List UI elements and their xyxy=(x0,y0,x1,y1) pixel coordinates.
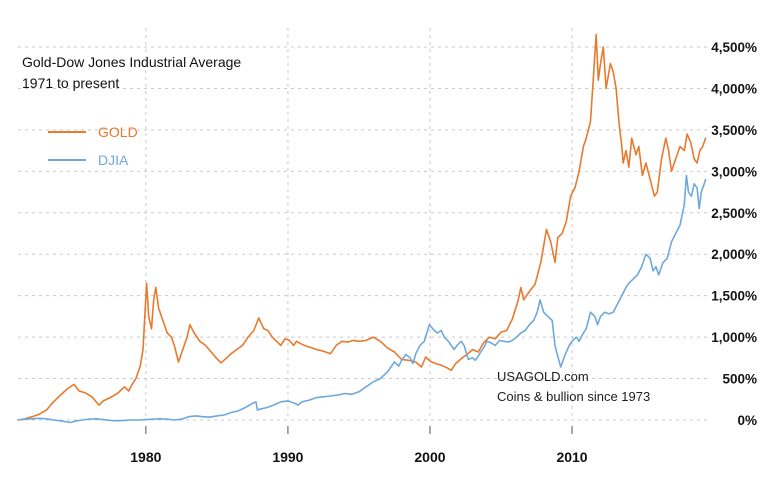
series-line-djia xyxy=(17,174,707,424)
x-axis-tick-label: 2010 xyxy=(556,449,587,465)
djia-line-swatch xyxy=(48,159,86,161)
y-axis-tick-label: 500% xyxy=(722,372,757,387)
legend-item-gold: GOLD xyxy=(48,118,138,146)
gold-line-swatch xyxy=(48,131,86,133)
chart-title-line1: Gold-Dow Jones Industrial Average xyxy=(22,54,242,70)
y-axis-tick-label: 4,000% xyxy=(711,81,757,96)
x-axis-tick-label: 2000 xyxy=(414,449,445,465)
y-axis-tick-label: 3,500% xyxy=(711,123,757,138)
chart-legend: GOLD DJIA xyxy=(48,118,138,174)
y-axis-tick-label: 2,500% xyxy=(711,206,757,221)
y-axis-tick-label: 0% xyxy=(737,413,757,428)
watermark-line2: Coins & bullion since 1973 xyxy=(497,389,651,404)
y-axis-tick-label: 3,000% xyxy=(711,164,757,179)
y-axis-tick-label: 2,000% xyxy=(711,247,757,262)
watermark: USAGOLD.com Coins & bullion since 1973 xyxy=(497,367,650,407)
legend-item-djia: DJIA xyxy=(48,146,138,174)
chart-title-line2: 1971 to present xyxy=(22,75,120,91)
y-axis-tick-label: 1,500% xyxy=(711,289,757,304)
y-axis-tick-label: 1,000% xyxy=(711,330,757,345)
legend-label-gold: GOLD xyxy=(98,124,138,140)
chart-title: Gold-Dow Jones Industrial Average 1971 t… xyxy=(22,52,241,94)
x-axis-tick-label: 1980 xyxy=(130,449,161,465)
watermark-line1: USAGOLD.com xyxy=(497,369,589,384)
x-axis-tick-label: 1990 xyxy=(272,449,303,465)
legend-label-djia: DJIA xyxy=(98,152,129,168)
y-axis-tick-label: 4,500% xyxy=(711,40,757,55)
